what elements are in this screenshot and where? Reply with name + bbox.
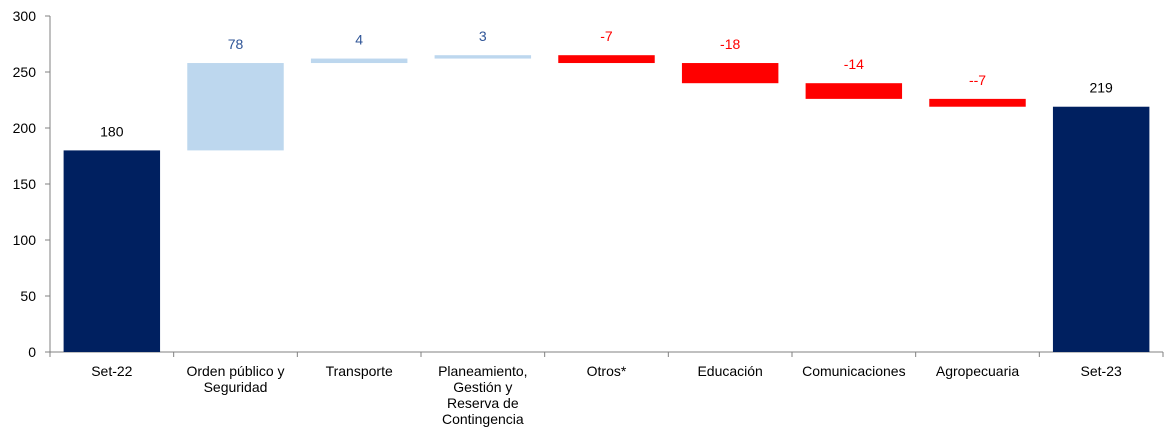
x-category-label: Agropecuaria — [936, 363, 1019, 379]
waterfall-bar — [681, 63, 779, 84]
data-label: --7 — [969, 72, 986, 88]
chart-axes: 0 50 100 150 200 250 300 — [13, 8, 1164, 360]
y-tick-label: 0 — [28, 344, 36, 360]
y-tick-label: 200 — [13, 120, 37, 136]
y-tick-label: 150 — [13, 176, 37, 192]
x-category-label: Planeamiento, Gestión y Reserva de Continge… — [438, 363, 528, 427]
x-category-label: Educación — [697, 363, 762, 379]
data-label: 78 — [228, 36, 244, 52]
data-label: 180 — [100, 123, 124, 139]
y-tick-label: 250 — [13, 64, 37, 80]
x-category-label: Set-22 — [91, 363, 132, 379]
waterfall-bar — [929, 98, 1026, 107]
chart-data-labels: 180 78 4 3 -7 -18 -14 --7 219 — [100, 28, 1113, 139]
waterfall-bar — [805, 83, 903, 99]
y-tick-label: 50 — [20, 288, 36, 304]
data-label: -18 — [720, 36, 740, 52]
waterfall-bar — [63, 150, 161, 352]
waterfall-bar — [558, 55, 655, 64]
waterfall-bar — [1052, 106, 1150, 352]
data-label: 3 — [479, 28, 487, 44]
y-tick-label: 300 — [13, 8, 37, 24]
data-label: -14 — [844, 56, 864, 72]
x-category-label: Set-23 — [1081, 363, 1122, 379]
y-tick-label: 100 — [13, 232, 37, 248]
waterfall-bar — [434, 55, 532, 59]
x-category-label: Transporte — [326, 363, 393, 379]
x-category-label: Comunicaciones — [802, 363, 906, 379]
waterfall-bar — [187, 63, 284, 151]
waterfall-bar — [310, 58, 408, 64]
x-category-label: Otros* — [587, 363, 627, 379]
chart-category-labels: Set-22 Orden público y Seguridad Transporte… — [91, 363, 1122, 427]
x-category-label: Orden público y Seguridad — [186, 363, 284, 395]
data-label: 4 — [355, 32, 363, 48]
chart-bars — [63, 55, 1150, 352]
data-label: 219 — [1089, 80, 1113, 96]
data-label: -7 — [600, 28, 613, 44]
